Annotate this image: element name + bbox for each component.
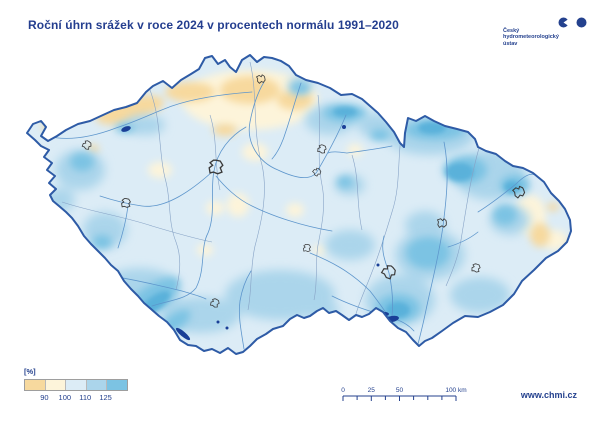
legend-tick-labels: 90 100 110 125 [24, 393, 126, 403]
page-title: Roční úhrn srážek v roce 2024 v procente… [28, 18, 399, 32]
river-lines [45, 81, 543, 350]
logo-line-2: hydrometeorologický [503, 34, 559, 41]
scale-bar: 0 25 50 100 km [341, 387, 467, 401]
website-text: www.chmi.cz [520, 390, 577, 400]
legend-unit-label: [%] [24, 367, 36, 376]
legend-colorbar [24, 379, 128, 391]
chmi-logo-icon [558, 17, 587, 28]
tan-patches [42, 76, 571, 258]
legend: [%] 90 100 110 125 [24, 367, 144, 403]
legend-tick-110: 110 [79, 393, 92, 402]
scale-label-100km: 100 km [445, 387, 466, 394]
scale-label-50: 50 [396, 387, 404, 394]
legend-tick-90: 90 [40, 393, 49, 402]
legend-tick-100: 100 [58, 393, 72, 402]
chmi-logo: Český hydrometeorologický ústav [500, 17, 592, 51]
chmi-logo-text: Český hydrometeorologický ústav [503, 28, 559, 47]
legend-swatch-100-110 [66, 380, 87, 390]
scale-bar-ticks [342, 395, 457, 401]
legend-swatch-over-125 [107, 380, 127, 390]
logo-line-1: Český [503, 28, 520, 34]
legend-swatch-110-125 [86, 380, 108, 390]
legend-swatch-90-100 [45, 380, 67, 390]
scale-label-0: 0 [341, 387, 345, 394]
scale-label-25: 25 [368, 387, 376, 394]
logo-line-3: ústav [503, 40, 518, 47]
legend-tick-125: 125 [99, 393, 112, 402]
legend-swatch-under-90 [25, 380, 46, 390]
catchment-boundaries [61, 61, 480, 315]
